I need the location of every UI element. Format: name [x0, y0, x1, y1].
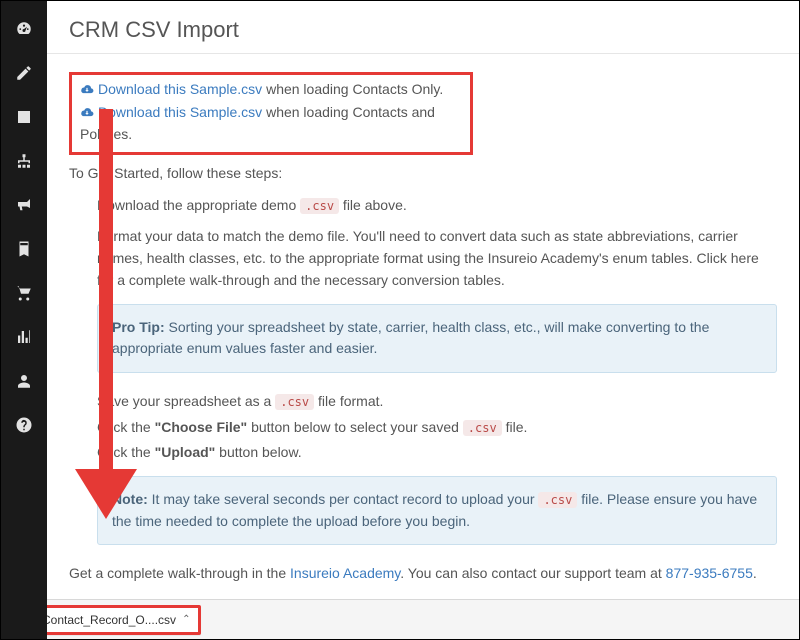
- download-sample-policies[interactable]: Download this Sample.csv: [98, 104, 262, 120]
- chart-bar-icon: [15, 328, 33, 346]
- note-label: Note:: [112, 491, 148, 507]
- downloaded-filename: Contact_Record_O....csv: [42, 613, 176, 627]
- help-icon: [15, 416, 33, 434]
- sitemap-icon: [15, 152, 33, 170]
- step3-a: Save your spreadsheet as a: [97, 393, 275, 409]
- tip-label: Pro Tip:: [112, 319, 165, 335]
- nav-announce[interactable]: [1, 183, 47, 227]
- download-contacts-line: Download this Sample.csv when loading Co…: [80, 79, 462, 102]
- csv-badge: .csv: [463, 420, 502, 436]
- step5-strong: "Upload": [155, 444, 216, 460]
- intro-text: To Get Started, follow these steps:: [69, 163, 777, 185]
- page-title: CRM CSV Import: [69, 17, 777, 43]
- book-icon: [15, 240, 33, 258]
- sidebar: [1, 1, 47, 639]
- f1a: Get a complete walk-through in the: [69, 565, 290, 581]
- content: Download this Sample.csv when loading Co…: [47, 54, 799, 639]
- step4-b: button below to select your saved: [247, 419, 463, 435]
- academy-link[interactable]: Insureio Academy: [290, 565, 400, 581]
- step4-strong: "Choose File": [155, 419, 248, 435]
- note-box: Note: It may take several seconds per co…: [97, 476, 777, 545]
- pencil-icon: [15, 64, 33, 82]
- address-card-icon: [15, 108, 33, 126]
- nav-edit[interactable]: [1, 51, 47, 95]
- tip-text: Sorting your spreadsheet by state, carri…: [112, 319, 709, 357]
- step1-a: Download the appropriate demo: [97, 197, 300, 213]
- nav-contacts[interactable]: [1, 95, 47, 139]
- gauge-icon: [15, 20, 33, 38]
- f1b: . You can also contact our support team …: [400, 565, 665, 581]
- user-icon: [15, 372, 33, 390]
- cart-icon: [15, 284, 33, 302]
- page-header: CRM CSV Import: [47, 1, 799, 54]
- step4-a: Click the: [97, 419, 155, 435]
- nav-user[interactable]: [1, 359, 47, 403]
- step-4: Click the "Choose File" button below to …: [97, 417, 777, 439]
- nav-help[interactable]: [1, 403, 47, 447]
- nav-reports[interactable]: [1, 315, 47, 359]
- cloud-download-icon: [80, 103, 94, 125]
- step5-b: button below.: [215, 444, 301, 460]
- browser-download-bar: Contact_Record_O....csv ⌃: [1, 599, 799, 639]
- csv-badge: .csv: [538, 492, 577, 508]
- note-a: It may take several seconds per contact …: [148, 491, 539, 507]
- nav-dashboard[interactable]: [1, 7, 47, 51]
- step-5: Click the "Upload" button below.: [97, 442, 777, 464]
- step5-a: Click the: [97, 444, 155, 460]
- step1-b: file above.: [339, 197, 407, 213]
- chevron-up-icon[interactable]: ⌃: [182, 614, 190, 625]
- footer-line-1: Get a complete walk-through in the Insur…: [69, 563, 777, 585]
- f1c: .: [753, 565, 757, 581]
- step-1: Download the appropriate demo .csv file …: [97, 195, 777, 217]
- step-2: Format your data to match the demo file.…: [97, 226, 777, 291]
- download-links-highlight: Download this Sample.csv when loading Co…: [69, 72, 473, 155]
- cloud-download-icon: [80, 80, 94, 102]
- step3-b: file format.: [314, 393, 383, 409]
- download-policies-line: Download this Sample.csv when loading Co…: [80, 102, 462, 146]
- download-sample-contacts[interactable]: Download this Sample.csv: [98, 81, 262, 97]
- bullhorn-icon: [15, 196, 33, 214]
- main: CRM CSV Import Download this Sample.csv …: [47, 1, 799, 639]
- support-phone[interactable]: 877-935-6755: [666, 565, 753, 581]
- download-suffix-contacts: when loading Contacts Only.: [262, 81, 443, 97]
- nav-org[interactable]: [1, 139, 47, 183]
- step-3: Save your spreadsheet as a .csv file for…: [97, 391, 777, 413]
- csv-badge: .csv: [300, 198, 339, 214]
- nav-book[interactable]: [1, 227, 47, 271]
- pro-tip: Pro Tip: Sorting your spreadsheet by sta…: [97, 304, 777, 373]
- nav-cart[interactable]: [1, 271, 47, 315]
- csv-badge: .csv: [275, 394, 314, 410]
- step4-c: file.: [502, 419, 528, 435]
